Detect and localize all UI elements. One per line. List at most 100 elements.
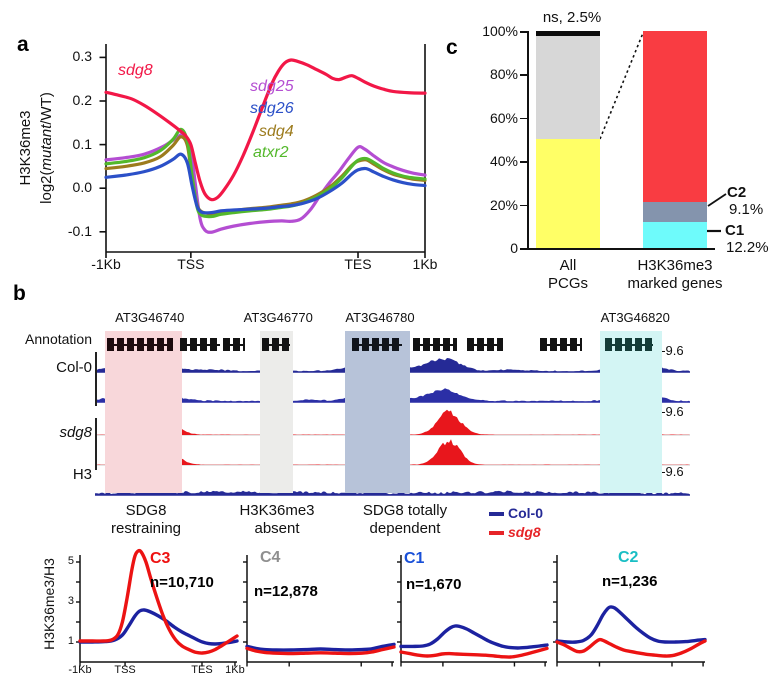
c3-series-col-0 bbox=[78, 608, 239, 646]
legend-label-sdg8: sdg8 bbox=[118, 62, 153, 79]
barchart-y-tick-label: 40% bbox=[489, 153, 518, 170]
panel-a-x-tick-label: TES bbox=[344, 256, 372, 272]
browser-highlight-2 bbox=[344, 331, 410, 493]
panel-a-y-tick-label: 0.0 bbox=[72, 179, 92, 196]
legend-label-sdg26: sdg26 bbox=[250, 100, 294, 117]
panel-a-y-tick-label: -0.1 bbox=[67, 222, 92, 239]
c2-segment-pct: 9.1% bbox=[729, 201, 764, 218]
profile-chart-c1 bbox=[397, 555, 549, 667]
c4-chart-label: C4 bbox=[260, 549, 281, 566]
gene-name-label: AT3G46780 bbox=[345, 310, 415, 325]
panel-b-letter: b bbox=[13, 282, 26, 305]
c3-series-sdg8 bbox=[78, 548, 239, 655]
small-chart-x-tick-label: TSS bbox=[114, 664, 136, 676]
c2-chart-label: C2 bbox=[618, 549, 639, 566]
gene-name-label: AT3G46740 bbox=[115, 310, 185, 325]
h3-track-label: H3 bbox=[72, 466, 92, 483]
bar-segment-c1 bbox=[643, 221, 707, 248]
panel-a-x-tick-label: 1Kb bbox=[412, 256, 438, 272]
gene-model-0 bbox=[106, 338, 173, 351]
bar-segment-h3k36me3-marked bbox=[536, 139, 600, 248]
sdg8-tracks-bracket bbox=[95, 418, 97, 470]
c1-series-col-0 bbox=[399, 624, 549, 650]
barchart-y-tick bbox=[520, 204, 527, 207]
series-line-sdg8 bbox=[104, 58, 427, 202]
region-label-dependent: SDG8 totally dependent bbox=[362, 502, 448, 537]
ns-annotation: ns, 2.5% bbox=[542, 9, 602, 26]
panel-a-y-tick-label: 0.3 bbox=[72, 48, 92, 65]
gene-name-label: AT3G46820 bbox=[600, 310, 670, 325]
panel-a-x-tick-label: TSS bbox=[177, 256, 205, 272]
barchart-y-tick bbox=[520, 248, 527, 250]
bar-segment-c2 bbox=[643, 201, 707, 222]
sdg8-legend-swatch bbox=[489, 531, 504, 535]
browser-highlight-1 bbox=[259, 331, 294, 493]
c3-n-count: n=10,710 bbox=[150, 574, 214, 591]
c1-n-count: n=1,670 bbox=[406, 576, 462, 593]
gene-name-label: AT3G46770 bbox=[243, 310, 313, 325]
bar1-x-label-line1: All bbox=[559, 257, 577, 274]
small-chart-x-tick-label: TES bbox=[191, 664, 213, 676]
barchart-y-tick bbox=[520, 117, 527, 120]
browser-highlight-3 bbox=[600, 331, 663, 493]
gene-model-2 bbox=[222, 338, 245, 351]
c1-chart-label: C1 bbox=[404, 550, 425, 567]
c4-n-count: n=12,878 bbox=[254, 583, 318, 600]
small-charts-y-axis-label: H3K36me3/H3 bbox=[41, 558, 57, 650]
gene-model-7 bbox=[540, 338, 582, 351]
bar-segment-ns bbox=[536, 31, 600, 37]
barchart-y-tick-label: 100% bbox=[482, 23, 518, 39]
small-chart-y-tick-label: 3 bbox=[67, 595, 74, 607]
barchart-baseline bbox=[527, 248, 715, 250]
profile-chart-c3 bbox=[76, 548, 239, 667]
browser-highlight-0 bbox=[105, 331, 182, 493]
series-line-sdg26 bbox=[104, 152, 427, 215]
c1-segment-pct: 12.2% bbox=[726, 239, 769, 256]
gene-model-8 bbox=[604, 338, 654, 351]
barchart-y-tick-label: 0 bbox=[510, 240, 518, 256]
panel-a-y-axis-label: H3K36me3 log2(mutant/WT) bbox=[17, 92, 55, 204]
gene-model-1 bbox=[180, 338, 220, 351]
barchart-y-tick bbox=[520, 161, 527, 163]
gene-model-6 bbox=[466, 338, 504, 351]
browser-legend-col0: Col-0 bbox=[489, 505, 543, 523]
barchart-y-axis bbox=[527, 31, 529, 248]
barchart-y-tick-label: 20% bbox=[489, 196, 518, 213]
gene-model-4 bbox=[352, 338, 402, 351]
region-label-restraining: SDG8 restraining bbox=[110, 502, 182, 537]
c1-segment-label: C1 bbox=[725, 222, 745, 239]
c2-series-col-0 bbox=[555, 605, 707, 644]
panel-a-x-tick-label: -1Kb bbox=[91, 256, 121, 272]
metagene-line-chart bbox=[99, 44, 427, 258]
panel-a-y-tick-label: 0.1 bbox=[72, 135, 92, 152]
bar-segment-c3 bbox=[643, 31, 707, 202]
region-label-absent: H3K36me3 absent bbox=[239, 502, 315, 537]
c1-series-sdg8 bbox=[399, 646, 549, 659]
small-chart-y-tick-label: 5 bbox=[67, 555, 74, 567]
c2-n-count: n=1,236 bbox=[602, 573, 658, 590]
barchart-y-tick bbox=[520, 31, 527, 33]
small-chart-y-tick-label: 1 bbox=[67, 635, 74, 647]
profile-chart-c4 bbox=[243, 555, 396, 667]
col0-legend-swatch bbox=[489, 512, 504, 516]
browser-legend-sdg8: sdg8 bbox=[489, 524, 541, 542]
bar1-x-label-line2: PCGs bbox=[547, 275, 588, 292]
c2-segment-label: C2 bbox=[727, 184, 747, 201]
c4-series-col-0 bbox=[245, 642, 396, 652]
gene-model-5 bbox=[412, 338, 457, 351]
legend-label-sdg25: sdg25 bbox=[250, 78, 294, 95]
legend-label-sdg4: sdg4 bbox=[259, 123, 294, 140]
panel-a-letter: a bbox=[17, 33, 29, 56]
bar2-x-label-line2: marked genes bbox=[627, 275, 723, 292]
bar2-x-label-line1: H3K36me3 bbox=[637, 257, 713, 274]
c3-chart-label: C3 bbox=[150, 550, 171, 567]
small-chart-x-tick-label: 1Kb bbox=[225, 664, 245, 676]
col0-track-label: Col-0 bbox=[56, 359, 92, 376]
bar-segment-c4 bbox=[536, 36, 600, 140]
sdg8-track-label: sdg8 bbox=[59, 424, 92, 441]
gene-model-3 bbox=[262, 338, 291, 351]
panel-c-letter: c bbox=[446, 36, 458, 59]
legend-label-atxr2: atxr2 bbox=[253, 144, 289, 161]
panel-a-y-tick-label: 0.2 bbox=[72, 92, 92, 108]
